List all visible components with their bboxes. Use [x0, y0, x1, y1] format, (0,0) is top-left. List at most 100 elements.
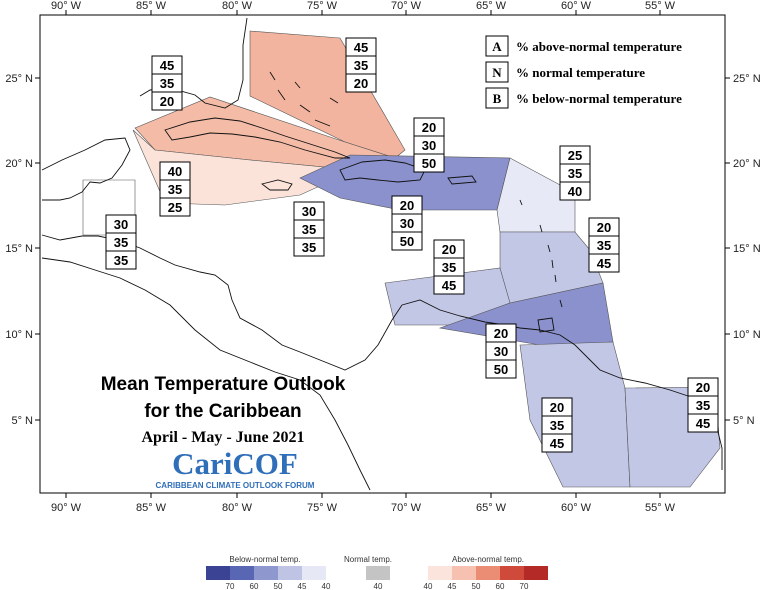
prob-normal: 35: [302, 222, 316, 237]
coast-bahamas: [269, 71, 339, 127]
prob-above: 40: [168, 164, 182, 179]
lon-tick-label: 80° W: [222, 0, 253, 12]
prob-below: 25: [168, 200, 182, 215]
prob-box-suriname-guiana: 20 35 45: [687, 377, 719, 433]
prob-below: 35: [302, 240, 316, 255]
caricof-logo: CariCOF CARIBBEAN CLIMATE OUTLOOK FORUM: [156, 446, 315, 490]
region-trinidad-windwards[interactable]: [438, 282, 614, 346]
prob-normal: 30: [422, 138, 436, 153]
coast-yucatan: [41, 137, 131, 201]
lon-tick-label: 90° W: [51, 502, 82, 514]
colorbar-above-tick: 50: [472, 582, 481, 590]
lon-tick-label: 75° W: [307, 0, 338, 12]
prob-below: 50: [400, 234, 414, 249]
prob-above: 20: [597, 220, 611, 235]
lat-tick-label: 15° N: [5, 243, 33, 255]
colorbar-above-swatch: [500, 566, 524, 580]
lat-tick-label: 20° N: [733, 158, 761, 170]
prob-below: 20: [160, 94, 174, 109]
key-letter-n: N: [492, 65, 502, 80]
coast-hispaniola: [339, 159, 426, 183]
prob-box-abc-islands: 20 35 45: [433, 239, 465, 295]
title-line1: Mean Temperature Outlook: [101, 374, 346, 395]
coast-jamaica: [260, 179, 293, 191]
prob-box-isolated: 30 35 35: [293, 201, 325, 257]
prob-below: 40: [568, 184, 582, 199]
prob-box-cuba: 45 35 20: [151, 55, 183, 111]
prob-normal: 35: [696, 398, 710, 413]
key-text-above: % above-normal temperature: [516, 39, 682, 54]
prob-above: 20: [494, 326, 508, 341]
colorbar-below-swatch: [278, 566, 302, 580]
colorbar-below-swatch: [230, 566, 254, 580]
prob-above: 30: [114, 217, 128, 232]
prob-box-central-caribbean: 20 30 50: [391, 195, 423, 251]
lon-tick-label: 80° W: [222, 502, 253, 514]
colorbar-above-swatch: [476, 566, 500, 580]
lon-tick-label: 85° W: [136, 0, 167, 12]
lat-tick-label: 10° N: [5, 329, 33, 341]
key-letter-a: A: [492, 39, 502, 54]
prob-above: 20: [442, 242, 456, 257]
prob-below: 50: [494, 362, 508, 377]
coast-lesser-antilles: [519, 199, 563, 308]
key-text-below: % below-normal temperature: [516, 91, 682, 106]
prob-below: 20: [354, 76, 368, 91]
prob-box-guyana: 20 35 45: [541, 397, 573, 453]
prob-above: 20: [550, 400, 564, 415]
lon-tick-label: 65° W: [476, 0, 507, 12]
logo-subtitle: CARIBBEAN CLIMATE OUTLOOK FORUM: [156, 481, 315, 490]
lon-labels-bottom: 90° W 85° W 80° W 75° W 70° W 65° W 60° …: [51, 502, 676, 514]
colorbar-above-swatch: [428, 566, 452, 580]
colorbar-above-tick: 70: [520, 582, 529, 590]
lon-tick-label: 65° W: [476, 502, 507, 514]
prob-above: 30: [302, 204, 316, 219]
coast-puerto-rico: [447, 175, 477, 185]
colorbar-below-swatch: [254, 566, 278, 580]
prob-below: 45: [442, 278, 456, 293]
colorbar-above-title: Above-normal temp.: [452, 555, 524, 564]
prob-above: 20: [422, 120, 436, 135]
tick-marks: [35, 10, 730, 498]
lat-labels-right: 25° N 20° N 15° N 10° N 5° N: [733, 73, 761, 427]
prob-below: 50: [422, 156, 436, 171]
colorbar-normal-tick: 40: [374, 582, 383, 590]
logo-wordmark: CariCOF: [172, 446, 298, 481]
colorbar-above-tick: 60: [496, 582, 505, 590]
lat-tick-label: 5° N: [11, 415, 33, 427]
prob-below: 35: [114, 253, 128, 268]
colorbar-below-tick: 45: [298, 582, 307, 590]
coast-cuba: [164, 117, 351, 159]
prob-box-bahamas: 45 35 20: [345, 37, 377, 93]
colorbar-below-tick: 40: [322, 582, 331, 590]
title-line2: for the Caribbean: [144, 401, 301, 422]
lat-tick-label: 25° N: [5, 73, 33, 85]
prob-box-belize: 30 35 35: [105, 214, 137, 270]
colorbar: Below-normal temp. Normal temp. Above-no…: [206, 555, 548, 590]
prob-normal: 30: [494, 344, 508, 359]
lon-tick-label: 70° W: [391, 502, 422, 514]
prob-normal: 35: [597, 238, 611, 253]
prob-below: 45: [550, 436, 564, 451]
anb-key: A N B % above-normal temperature % norma…: [485, 35, 682, 109]
lon-tick-label: 90° W: [51, 0, 82, 12]
colorbar-normal-swatch: [366, 566, 390, 580]
prob-normal: 35: [114, 235, 128, 250]
prob-box-leewards-north: 25 35 40: [559, 145, 591, 201]
prob-below: 45: [696, 416, 710, 431]
lon-tick-label: 75° W: [307, 502, 338, 514]
colorbar-below-swatch: [206, 566, 230, 580]
colorbar-below-tick: 60: [250, 582, 259, 590]
key-text-normal: % normal temperature: [516, 65, 645, 80]
lon-labels-top: 90° W 85° W 80° W 75° W 70° W 65° W 60° …: [51, 0, 676, 12]
title-block: Mean Temperature Outlook for the Caribbe…: [101, 374, 346, 446]
lon-tick-label: 85° W: [136, 502, 167, 514]
prob-normal: 35: [550, 418, 564, 433]
colorbar-below-title: Below-normal temp.: [229, 555, 300, 564]
coast-trinidad: [537, 317, 555, 333]
colorbar-below-tick: 70: [226, 582, 235, 590]
colorbar-normal-title: Normal temp.: [344, 555, 392, 564]
colorbar-above-tick: 40: [424, 582, 433, 590]
prob-box-trinidad-windwards: 20 30 50: [485, 323, 517, 379]
lat-tick-label: 25° N: [733, 73, 761, 85]
